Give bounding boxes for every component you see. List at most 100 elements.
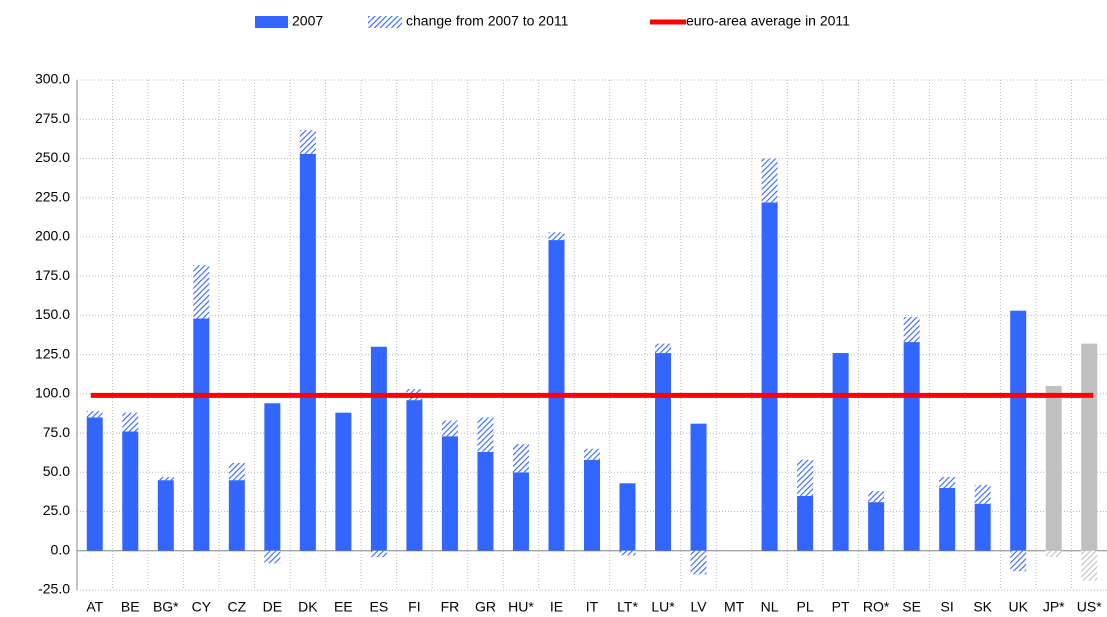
bar-segment	[477, 451, 494, 551]
y-tick-label: 175.0	[35, 267, 70, 283]
bar-segment	[370, 550, 387, 558]
x-tick-label: ES	[370, 599, 389, 615]
bar-segment	[1081, 550, 1098, 581]
legend-swatch	[368, 16, 402, 28]
bar-segment	[974, 484, 991, 504]
bar-segment	[1045, 550, 1062, 558]
legend-label: change from 2007 to 2011	[406, 13, 569, 29]
x-tick-label: JP*	[1043, 599, 1065, 615]
x-tick-label: LV	[691, 599, 708, 615]
x-tick-label: FR	[441, 599, 460, 615]
bar-segment	[868, 491, 885, 503]
x-tick-label: HU*	[508, 599, 534, 615]
bar-segment	[122, 431, 139, 551]
x-tick-label: BG*	[153, 599, 179, 615]
x-tick-label: GR	[475, 599, 496, 615]
bar-segment	[299, 153, 316, 551]
x-tick-label: IT	[586, 599, 599, 615]
bar-segment	[86, 417, 103, 551]
bar-segment	[264, 550, 281, 564]
legend-label: 2007	[292, 13, 323, 29]
y-tick-label: 250.0	[35, 149, 70, 165]
x-tick-label: LT*	[617, 599, 638, 615]
x-tick-label: BE	[121, 599, 140, 615]
x-tick-label: SK	[973, 599, 992, 615]
x-tick-label: US*	[1077, 599, 1102, 615]
x-tick-label: CZ	[227, 599, 246, 615]
x-tick-label: EE	[334, 599, 353, 615]
bar-segment	[761, 158, 778, 203]
y-tick-label: 275.0	[35, 110, 70, 126]
bar-segment	[974, 503, 991, 551]
y-tick-label: 300.0	[35, 71, 70, 87]
bar-segment	[1010, 550, 1027, 572]
bar-segment	[619, 550, 636, 556]
bar-segment	[512, 444, 529, 473]
bar-segment	[193, 265, 210, 319]
bar-segment	[264, 403, 281, 551]
bar-segment	[441, 420, 458, 437]
x-tick-label: CY	[192, 599, 212, 615]
y-tick-label: 0.0	[51, 541, 71, 557]
bar-segment	[512, 472, 529, 551]
bar-segment	[1081, 343, 1098, 551]
bar-segment	[619, 483, 636, 551]
bar-segment	[903, 316, 920, 343]
x-tick-label: SI	[941, 599, 954, 615]
bar-segment	[477, 417, 494, 452]
bar-segment	[939, 488, 956, 551]
y-tick-label: -25.0	[38, 581, 70, 597]
bar-segment	[690, 550, 707, 575]
bar-segment	[335, 412, 352, 551]
bar-segment	[797, 459, 814, 496]
bar-segment	[690, 423, 707, 551]
y-tick-label: 25.0	[43, 502, 70, 518]
bar-segment	[1010, 310, 1027, 551]
bar-segment	[761, 202, 778, 551]
bar-segment	[1045, 386, 1062, 551]
bar-segment	[584, 448, 600, 460]
y-tick-label: 75.0	[43, 424, 70, 440]
bar-segment	[441, 436, 458, 551]
x-tick-label: RO*	[863, 599, 890, 615]
y-tick-label: 50.0	[43, 463, 70, 479]
y-tick-label: 150.0	[35, 306, 70, 322]
bar-segment	[655, 353, 672, 551]
bar-segment	[655, 343, 672, 354]
x-tick-label: FI	[408, 599, 420, 615]
y-tick-label: 225.0	[35, 188, 70, 204]
y-tick-label: 100.0	[35, 385, 70, 401]
x-tick-label: DK	[298, 599, 318, 615]
x-tick-label: SE	[902, 599, 921, 615]
y-tick-label: 200.0	[35, 228, 70, 244]
bar-segment	[122, 412, 139, 432]
bar-segment	[939, 477, 956, 488]
bar-segment	[157, 477, 174, 481]
bar-segment	[832, 353, 849, 551]
bar-segment	[193, 318, 210, 551]
x-tick-label: UK	[1008, 599, 1028, 615]
bar-segment	[228, 462, 245, 481]
y-tick-label: 125.0	[35, 345, 70, 361]
x-tick-label: NL	[761, 599, 779, 615]
bar-segment	[868, 502, 885, 551]
x-tick-label: PT	[832, 599, 850, 615]
bar-segment	[228, 480, 245, 551]
x-tick-label: AT	[86, 599, 103, 615]
legend-label: euro-area average in 2011	[686, 13, 850, 29]
bar-segment	[548, 232, 565, 241]
x-tick-label: PL	[797, 599, 814, 615]
bar-segment	[370, 346, 387, 551]
bar-segment	[157, 480, 174, 551]
bar-segment	[406, 400, 423, 551]
bar-segment	[86, 411, 103, 418]
bar-segment	[903, 342, 920, 551]
bar-segment	[797, 495, 814, 551]
bar-segment	[584, 459, 600, 551]
x-tick-label: MT	[724, 599, 745, 615]
x-tick-label: IE	[550, 599, 563, 615]
legend-swatch	[255, 16, 288, 28]
bar-segment	[299, 130, 316, 154]
x-tick-label: DE	[263, 599, 282, 615]
